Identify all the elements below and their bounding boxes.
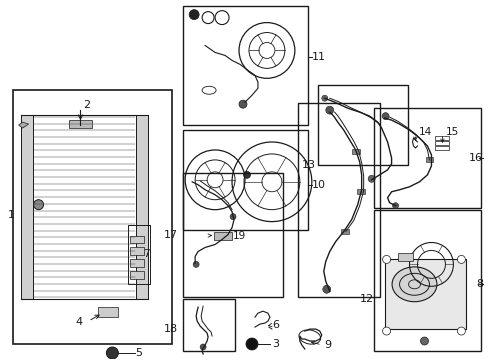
Polygon shape [136, 115, 148, 299]
Bar [435, 146, 448, 150]
Bar [183, 299, 235, 351]
Text: 5: 5 [135, 348, 142, 358]
Bar [183, 173, 283, 297]
Text: 7: 7 [143, 249, 150, 260]
Circle shape [106, 347, 118, 359]
Bar [183, 130, 307, 230]
Bar [130, 260, 144, 267]
Bar [435, 141, 448, 145]
Circle shape [381, 113, 388, 120]
Bar [130, 235, 144, 243]
Circle shape [382, 327, 390, 335]
Text: 8: 8 [475, 279, 482, 289]
Circle shape [245, 338, 258, 350]
Bar [297, 103, 379, 297]
Text: 11: 11 [311, 53, 325, 62]
Bar [183, 6, 307, 125]
Circle shape [193, 261, 199, 267]
Text: 13: 13 [301, 160, 315, 170]
Bar [397, 253, 412, 261]
Text: 6: 6 [271, 320, 278, 330]
Text: 9: 9 [323, 340, 330, 350]
Text: 2: 2 [83, 100, 90, 110]
Circle shape [456, 327, 465, 335]
Circle shape [322, 285, 330, 293]
Bar [340, 229, 348, 234]
Circle shape [456, 256, 465, 264]
Circle shape [34, 200, 43, 210]
Text: 1: 1 [8, 210, 15, 220]
Bar [435, 136, 448, 140]
Text: 19: 19 [233, 230, 246, 240]
Circle shape [189, 10, 199, 19]
Bar [356, 189, 364, 194]
Bar [98, 307, 118, 317]
Circle shape [325, 106, 333, 114]
Bar [373, 108, 480, 208]
Circle shape [367, 175, 374, 182]
Circle shape [239, 100, 246, 108]
Circle shape [229, 213, 236, 220]
Bar [68, 120, 92, 128]
Circle shape [382, 256, 390, 264]
Circle shape [321, 95, 327, 101]
Bar [214, 231, 232, 239]
Bar [130, 271, 144, 279]
Text: 3: 3 [271, 339, 278, 349]
Bar [373, 210, 480, 351]
Ellipse shape [391, 267, 436, 302]
Text: 16: 16 [468, 153, 482, 163]
Bar [351, 149, 359, 154]
Bar [426, 157, 432, 162]
Text: 15: 15 [445, 127, 458, 137]
Bar [13, 90, 172, 344]
Bar [384, 260, 466, 329]
Text: 10: 10 [311, 180, 325, 190]
Polygon shape [20, 115, 33, 299]
Polygon shape [19, 122, 29, 128]
Circle shape [420, 337, 427, 345]
Text: 12: 12 [359, 294, 373, 304]
Circle shape [243, 171, 250, 178]
Bar [128, 225, 150, 284]
Bar [317, 85, 407, 165]
Text: 14: 14 [418, 127, 431, 137]
Circle shape [200, 344, 205, 350]
Circle shape [392, 203, 398, 209]
Text: 17: 17 [164, 230, 178, 239]
Text: 4: 4 [75, 317, 82, 327]
Bar [130, 247, 144, 256]
Text: 18: 18 [164, 324, 178, 334]
